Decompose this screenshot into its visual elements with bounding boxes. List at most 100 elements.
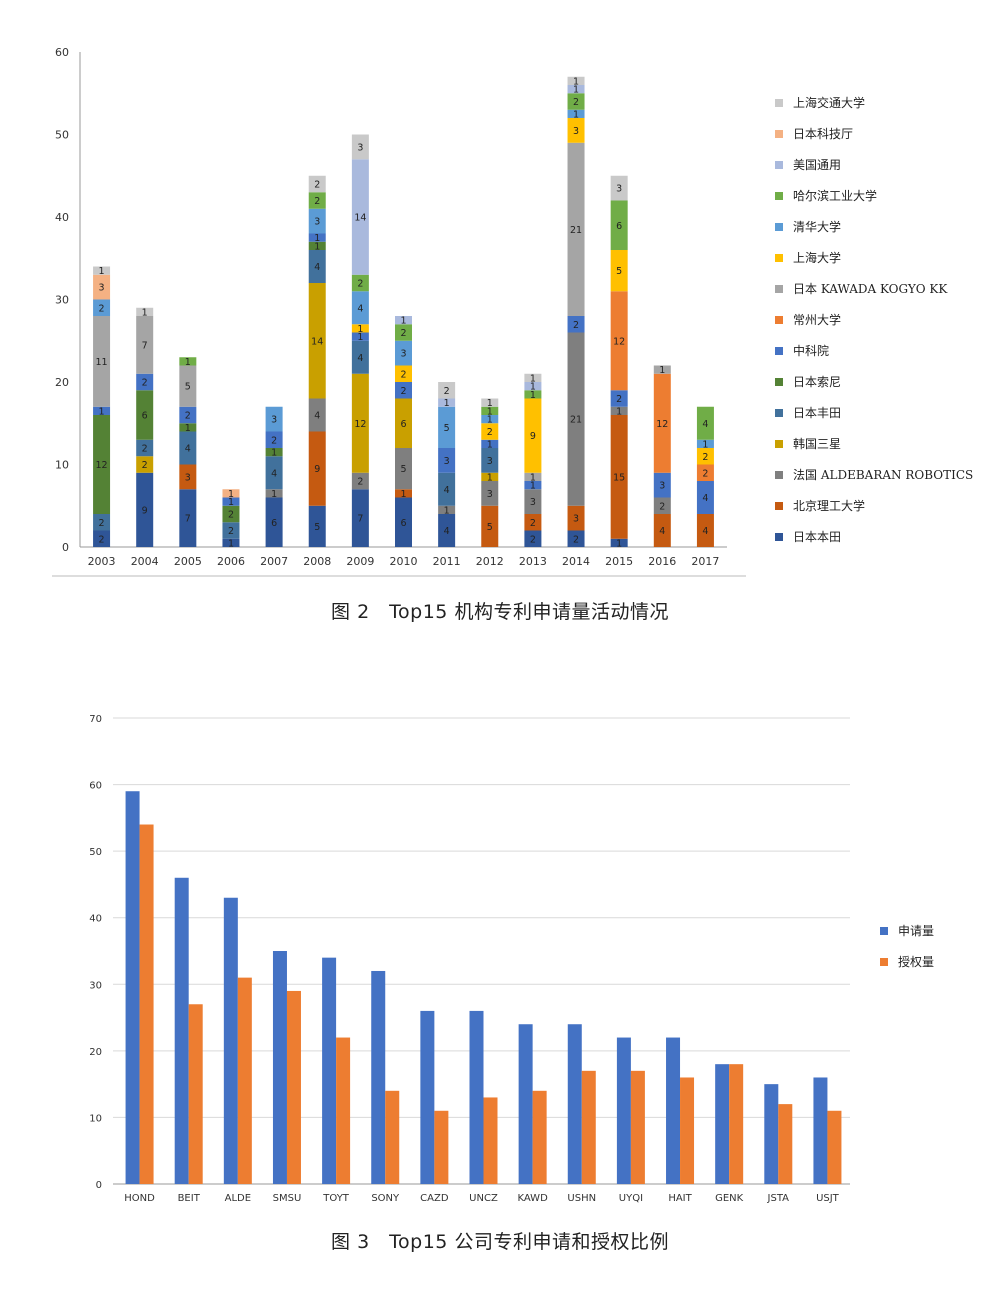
data-label: 3 — [444, 456, 450, 467]
data-label: 3 — [487, 456, 493, 467]
legend-label: 北京理工大学 — [793, 499, 866, 513]
bar-segment — [395, 316, 412, 325]
data-label: 1 — [487, 415, 493, 426]
data-label: 2 — [573, 534, 579, 545]
y-tick-label: 0 — [96, 1180, 102, 1191]
bar-segment — [610, 175, 628, 201]
bar-segment — [308, 175, 326, 193]
bar-segment — [265, 456, 283, 490]
bar-segment — [567, 85, 585, 94]
bar-segment — [567, 93, 585, 110]
bar — [385, 1090, 400, 1184]
bar-segment — [93, 514, 111, 531]
data-label: 2 — [142, 444, 148, 455]
bar-segment — [567, 142, 585, 316]
bar-segment — [179, 423, 197, 432]
bar — [174, 877, 189, 1184]
legend-label: 法国 ALDEBARAN ROBOTICS — [793, 468, 974, 482]
bar-segment — [395, 365, 412, 382]
data-label: 2 — [228, 510, 234, 521]
legend-label: 哈尔滨工业大学 — [793, 189, 878, 203]
bar-segment — [308, 398, 326, 432]
data-label: 6 — [400, 419, 406, 430]
bar-segment — [524, 373, 542, 382]
bar-segment — [395, 448, 412, 490]
bar-segment — [265, 489, 283, 498]
bar — [630, 1070, 645, 1184]
data-label: 4 — [702, 493, 708, 504]
bar — [729, 1064, 744, 1184]
bar — [764, 1084, 779, 1184]
y-tick-label: 0 — [62, 541, 69, 554]
axes: 0 10 20 30 40 50 60 2003 2004 2005 2006 2007 2008 200… — [52, 46, 746, 577]
x-tick-label: HAIT — [668, 1193, 692, 1204]
x-tick-label: USJT — [816, 1193, 840, 1204]
data-label: 2 — [314, 180, 320, 191]
data-label: 4 — [702, 526, 708, 537]
legend-label: 日本本田 — [793, 530, 842, 544]
x-tick-label: 2015 — [605, 555, 633, 568]
bar-segment — [524, 382, 542, 391]
bar-segment — [93, 530, 111, 547]
data-label: 15 — [613, 472, 625, 483]
y-tick-label: 10 — [55, 459, 69, 472]
data-label: 2 — [99, 534, 105, 545]
x-tick-label: 2014 — [562, 555, 590, 568]
grouped-bar-chart: 0 10 20 30 40 50 60 70 HOND BEIT ALDE SMSU TOYT SONY C… — [89, 714, 850, 1204]
bar-segment — [395, 489, 412, 498]
bar-segment — [308, 250, 326, 283]
bar-segment — [136, 456, 154, 473]
data-label: 2 — [228, 526, 234, 537]
data-label: 1 — [228, 538, 234, 549]
x-tick-label: 2007 — [260, 555, 288, 568]
data-label: 5 — [314, 522, 320, 533]
bar-segment — [308, 241, 326, 250]
bar-segment — [696, 406, 714, 440]
legend-swatch — [775, 347, 783, 355]
bar — [286, 990, 301, 1184]
x-tick-label: 2003 — [88, 555, 116, 568]
bar-segment — [136, 373, 154, 391]
data-label: 4 — [357, 303, 363, 314]
bar-segment — [524, 514, 542, 531]
bar — [223, 897, 238, 1184]
bar-segment — [438, 472, 456, 506]
data-label: 6 — [616, 221, 622, 232]
data-label: 9 — [314, 464, 320, 475]
bar-segment — [93, 266, 111, 275]
bar-segment — [308, 283, 326, 399]
bar-segment — [653, 365, 671, 374]
data-label: 1 — [573, 85, 579, 96]
bar-segment — [351, 489, 369, 547]
bar-segment — [567, 118, 585, 143]
data-label: 1 — [228, 497, 234, 508]
bar-segment — [481, 423, 499, 440]
data-label: 2 — [99, 518, 105, 529]
x-tick-label: HOND — [124, 1193, 155, 1204]
legend-label: 日本丰田 — [793, 406, 842, 420]
legend-swatch — [775, 192, 783, 200]
x-tick-label: SMSU — [273, 1193, 302, 1204]
data-label: 4 — [444, 485, 450, 496]
bar-segment — [93, 299, 111, 316]
legend-swatch — [775, 285, 783, 293]
figure-caption: 图 2 Top15 机构专利申请量活动情况 — [331, 601, 669, 623]
legend-label: 中科院 — [793, 344, 830, 358]
bar — [616, 1037, 631, 1184]
x-tick-label: BEIT — [178, 1193, 201, 1204]
chart-legend: 上海交通大学 日本科技厅 美国通用 哈尔滨工业大学 清华大学 上海大学 日本 KAWADA … — [775, 96, 995, 556]
bar-segment — [481, 481, 499, 506]
data-label: 2 — [573, 320, 579, 331]
data-label: 2 — [271, 435, 277, 446]
data-label: 2 — [530, 518, 536, 529]
bar — [813, 1077, 828, 1184]
data-label: 14 — [311, 336, 323, 347]
data-label: 4 — [702, 419, 708, 430]
y-tick-label: 40 — [89, 914, 102, 925]
data-label: 2 — [659, 501, 665, 512]
bar — [371, 970, 386, 1184]
bar-segment — [93, 316, 111, 407]
stacked-bar-chart: 0 10 20 30 40 50 60 2003 2004 2005 2006 2007 2008 200… — [52, 46, 746, 577]
bar-segment — [395, 340, 412, 366]
x-tick-label: CAZD — [420, 1193, 449, 1204]
